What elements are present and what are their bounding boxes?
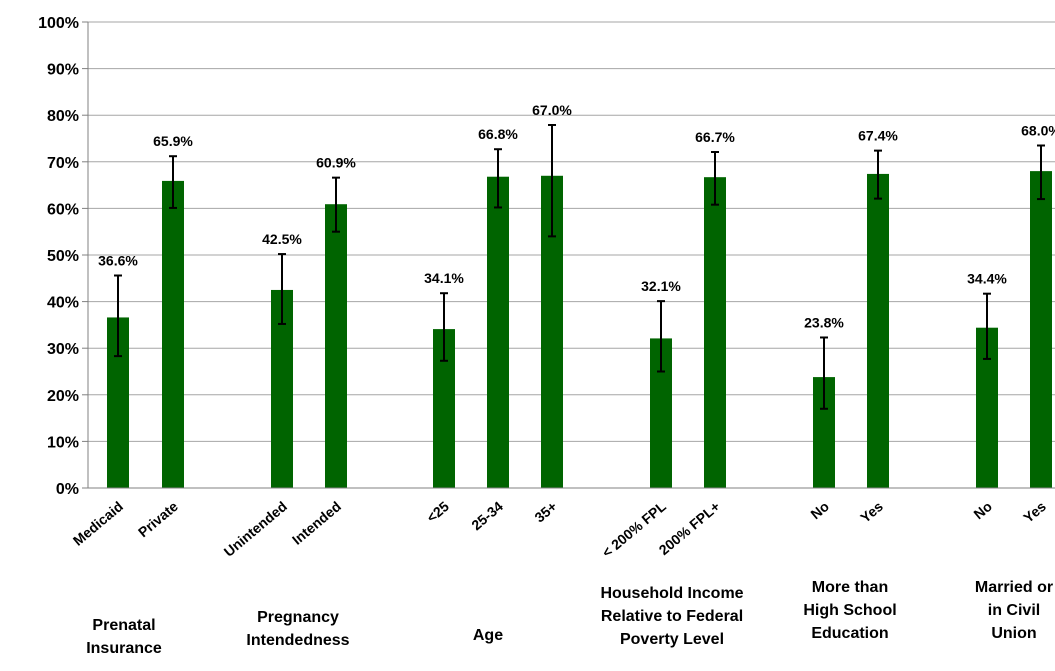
group-label-line: Intendedness xyxy=(246,632,349,649)
bar xyxy=(271,289,293,488)
bar xyxy=(867,173,889,488)
y-tick-label: 30% xyxy=(47,341,79,358)
y-tick-label: 10% xyxy=(47,434,79,451)
x-tick-label: Yes xyxy=(1020,498,1049,526)
group-label-line: Poverty Level xyxy=(620,631,724,648)
y-tick-label: 0% xyxy=(56,481,79,498)
bar xyxy=(325,204,347,488)
bar xyxy=(487,176,509,488)
bar xyxy=(976,327,998,488)
bar xyxy=(704,177,726,489)
data-label: 32.1% xyxy=(641,278,681,294)
data-label: 67.4% xyxy=(858,128,898,144)
x-tick-label: <25 xyxy=(423,498,452,526)
bar xyxy=(650,338,672,488)
data-label: 65.9% xyxy=(153,133,193,149)
y-tick-label: 20% xyxy=(47,388,79,405)
x-tick-label: No xyxy=(807,498,832,522)
group-label-line: Age xyxy=(473,627,503,644)
x-tick-label: 25-34 xyxy=(468,498,506,533)
x-tick-label: Intended xyxy=(289,498,344,548)
y-tick-label: 60% xyxy=(47,201,79,218)
data-label: 66.8% xyxy=(478,126,518,142)
y-axis: 0% 10% 20% 30% 40% 50% 60% 70% 80% 90% 100% xyxy=(38,15,89,498)
bar xyxy=(1030,171,1052,488)
group-label-line: Union xyxy=(991,625,1036,642)
bar xyxy=(107,317,129,488)
group-labels: Prenatal Insurance Pregnancy Intendedness Ag… xyxy=(86,579,1053,657)
group-label-line: Prenatal xyxy=(92,617,155,634)
x-tick-label: Medicaid xyxy=(70,498,126,549)
x-axis: Medicaid Private Unintended Intended <25 25-3… xyxy=(70,487,1055,561)
x-tick-label: Unintended xyxy=(221,498,290,560)
data-label: 60.9% xyxy=(316,155,356,171)
group-label-line: Household Income xyxy=(600,585,743,602)
group-label-line: Education xyxy=(811,625,888,642)
group-label-line: High School xyxy=(803,602,896,619)
data-label: 34.4% xyxy=(967,271,1007,287)
x-tick-label: 35+ xyxy=(531,498,559,526)
group-label-line: More than xyxy=(812,579,888,596)
bar xyxy=(433,329,455,488)
group-label-line: Married or xyxy=(975,579,1053,596)
group-label-line: Relative to Federal xyxy=(601,608,743,625)
x-tick-label: Yes xyxy=(857,498,886,526)
data-labels: 36.6% 65.9% 42.5% 60.9% 34.1% 66.8% 67.0% 32.1%… xyxy=(98,102,1055,330)
bar xyxy=(162,180,184,488)
bars xyxy=(107,171,1052,489)
x-tick-label: No xyxy=(970,498,995,522)
data-label: 68.0% xyxy=(1021,122,1055,138)
error-bars xyxy=(114,123,1045,410)
y-tick-label: 70% xyxy=(47,155,79,172)
x-tick-label: < 200% FPL xyxy=(599,498,670,561)
data-label: 23.8% xyxy=(804,314,844,330)
data-label: 34.1% xyxy=(424,270,464,286)
data-label: 36.6% xyxy=(98,253,138,269)
y-tick-label: 40% xyxy=(47,295,79,312)
data-label: 66.7% xyxy=(695,129,735,145)
group-label-line: Insurance xyxy=(86,640,162,657)
bar xyxy=(813,377,835,488)
group-label-line: in Civil xyxy=(988,602,1040,619)
gridlines xyxy=(88,21,1055,442)
x-tick-label: Private xyxy=(135,498,181,540)
data-label: 67.0% xyxy=(532,102,572,118)
y-tick-label: 50% xyxy=(47,248,79,265)
data-label: 42.5% xyxy=(262,231,302,247)
y-tick-label: 100% xyxy=(38,15,79,32)
y-tick-label: 90% xyxy=(47,62,79,79)
group-label-line: Pregnancy xyxy=(257,609,339,626)
y-tick-label: 80% xyxy=(47,108,79,125)
bar xyxy=(541,175,563,488)
